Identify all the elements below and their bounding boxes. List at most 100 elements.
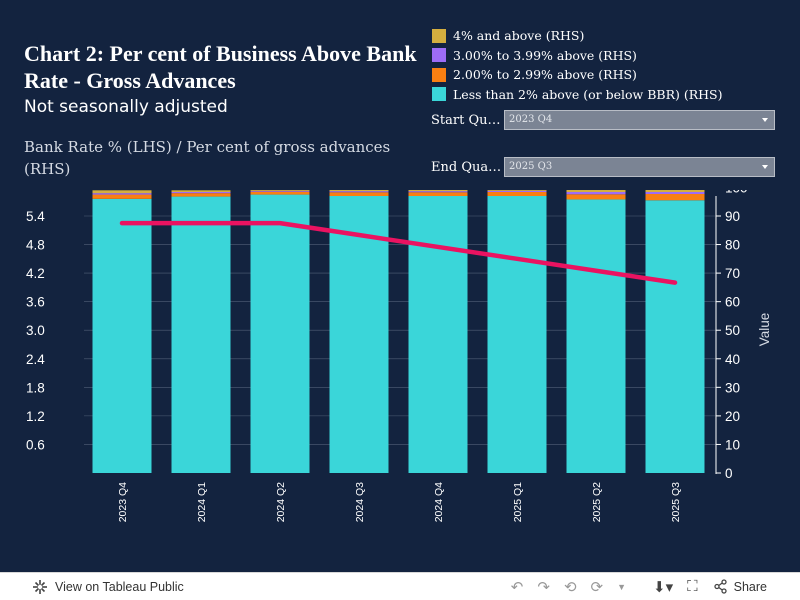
end-quarter-filter: End Qua… 2025 Q3 xyxy=(431,157,775,177)
undo-icon[interactable]: ↶ xyxy=(510,578,524,596)
bar-segment xyxy=(250,190,310,192)
left-axis-tick-label: 1.8 xyxy=(26,380,45,395)
legend-label: 3.00% to 3.99% above (RHS) xyxy=(453,47,637,63)
download-icon[interactable]: ⬇▾ xyxy=(653,578,674,596)
right-axis-tick-label: 80 xyxy=(725,238,740,253)
bar-segment xyxy=(566,190,626,193)
legend-label: 2.00% to 2.99% above (RHS) xyxy=(453,67,637,83)
chevron-down-icon xyxy=(762,118,768,122)
bar-segment xyxy=(645,194,705,201)
x-tick-label: 2023 Q4 xyxy=(117,482,129,522)
chart-title: Chart 2: Per cent of Business Above Bank… xyxy=(24,41,417,93)
left-axis-tick-label: 2.4 xyxy=(26,352,45,367)
chevron-down-icon xyxy=(762,165,768,169)
legend-label: 4% and above (RHS) xyxy=(453,28,585,44)
bar-segment xyxy=(92,193,152,195)
start-quarter-value: 2023 Q4 xyxy=(509,114,553,125)
legend-swatch xyxy=(432,48,446,63)
share-icon xyxy=(713,579,727,594)
bar-segment xyxy=(250,194,310,474)
bar-segment xyxy=(487,190,547,191)
footer-toolbar: View on Tableau Public ↶ ↷ ⟲ ⟳ ▼ ⬇▾ ⛶ Sh… xyxy=(0,572,800,600)
right-axis-tick-label: 70 xyxy=(725,266,740,281)
legend-label: Less than 2% above (or below BBR) (RHS) xyxy=(453,86,723,102)
chevron-down-icon[interactable]: ▼ xyxy=(617,581,627,592)
view-on-tableau-link[interactable]: View on Tableau Public xyxy=(32,579,184,595)
bar-segment xyxy=(487,190,547,193)
x-tick-label: 2025 Q1 xyxy=(512,482,524,522)
bar-segment xyxy=(566,192,626,195)
bar-segment xyxy=(329,196,389,473)
bar-segment xyxy=(171,192,231,194)
left-axis-tick-label: 3.0 xyxy=(26,323,45,338)
x-tick-label: 2025 Q2 xyxy=(591,482,603,522)
share-label: Share xyxy=(733,579,767,594)
right-axis-title: Value xyxy=(757,313,772,347)
bar-segment xyxy=(250,190,310,191)
left-axis-tick-label: 5.4 xyxy=(26,209,45,224)
bar-segment xyxy=(408,190,468,192)
bar-segment xyxy=(408,191,468,193)
legend-item[interactable]: 2.00% to 2.99% above (RHS) xyxy=(432,65,762,85)
right-axis-tick-label: 90 xyxy=(725,209,740,224)
left-axis-tick-label: 3.6 xyxy=(26,295,45,310)
start-quarter-label: Start Qu… xyxy=(431,112,501,128)
x-tick-label: 2024 Q3 xyxy=(354,482,366,522)
bar-segment xyxy=(566,199,626,473)
bar-segment xyxy=(487,196,547,473)
axis-description: Bank Rate % (LHS) / Per cent of gross ad… xyxy=(24,138,391,178)
revert-icon[interactable]: ⟲ xyxy=(563,578,577,596)
bar-segment xyxy=(645,190,705,193)
tableau-logo-icon xyxy=(33,579,47,594)
end-quarter-value: 2025 Q3 xyxy=(509,161,553,172)
combo-chart: 2023 Q4 2024 Q1 2024 Q2 2024 Q3 2024 Q4 2025 … xyxy=(26,190,772,522)
bar-segment xyxy=(171,193,231,197)
right-axis-tick-label: 10 xyxy=(725,437,740,452)
bar-segment xyxy=(645,192,705,195)
share-button[interactable]: Share xyxy=(713,579,767,594)
right-axis-tick-label: 20 xyxy=(725,409,740,424)
bar-segment xyxy=(92,198,152,474)
x-tick-label: 2025 Q3 xyxy=(670,482,682,522)
right-axis-tick-label: 30 xyxy=(725,380,740,395)
bar-segment xyxy=(566,194,626,200)
legend-swatch xyxy=(432,28,446,43)
bar-segment xyxy=(329,191,389,193)
bar-segment xyxy=(487,192,547,196)
legend-swatch xyxy=(432,67,446,82)
x-tick-label: 2024 Q4 xyxy=(433,482,445,522)
fullscreen-icon[interactable]: ⛶ xyxy=(687,578,698,595)
left-axis-tick-label: 4.8 xyxy=(26,238,45,253)
bar-segment xyxy=(329,192,389,196)
chart-subtitle: Not seasonally adjusted xyxy=(24,97,228,117)
left-axis-tick-label: 0.6 xyxy=(26,437,45,452)
bar-segment xyxy=(171,190,231,193)
bar-segment xyxy=(408,196,468,473)
left-axis-tick-label: 1.2 xyxy=(26,409,45,424)
redo-icon[interactable]: ↷ xyxy=(537,578,550,596)
right-axis-tick-label: 40 xyxy=(725,352,740,367)
right-axis-tick-label: 60 xyxy=(725,295,740,310)
right-axis-tick-label: 100 xyxy=(725,190,748,195)
left-axis-tick-label: 4.2 xyxy=(26,266,45,281)
start-quarter-filter: Start Qu… 2023 Q4 xyxy=(431,110,775,130)
x-tick-label: 2024 Q2 xyxy=(275,482,287,522)
end-quarter-dropdown[interactable]: 2025 Q3 xyxy=(504,157,775,177)
legend-item[interactable]: 4% and above (RHS) xyxy=(432,26,762,46)
legend-swatch xyxy=(432,87,446,102)
legend: 4% and above (RHS) 3.00% to 3.99% above … xyxy=(432,26,762,102)
legend-item[interactable]: 3.00% to 3.99% above (RHS) xyxy=(432,46,762,66)
refresh-icon[interactable]: ⟳ xyxy=(590,578,604,596)
start-quarter-dropdown[interactable]: 2023 Q4 xyxy=(504,110,775,130)
legend-item[interactable]: Less than 2% above (or below BBR) (RHS) xyxy=(432,85,762,103)
bar-segment xyxy=(408,192,468,196)
x-tick-label: 2024 Q1 xyxy=(196,482,208,522)
right-axis-tick-label: 0 xyxy=(725,466,733,481)
right-axis-tick-label: 50 xyxy=(725,323,740,338)
title-block: Chart 2: Per cent of Business Above Bank… xyxy=(24,40,424,117)
view-on-tableau-label: View on Tableau Public xyxy=(55,579,184,594)
bar-segment xyxy=(92,190,152,194)
bank-rate-line xyxy=(119,220,678,285)
bar-segment xyxy=(171,196,231,473)
bar-segment xyxy=(645,200,705,473)
